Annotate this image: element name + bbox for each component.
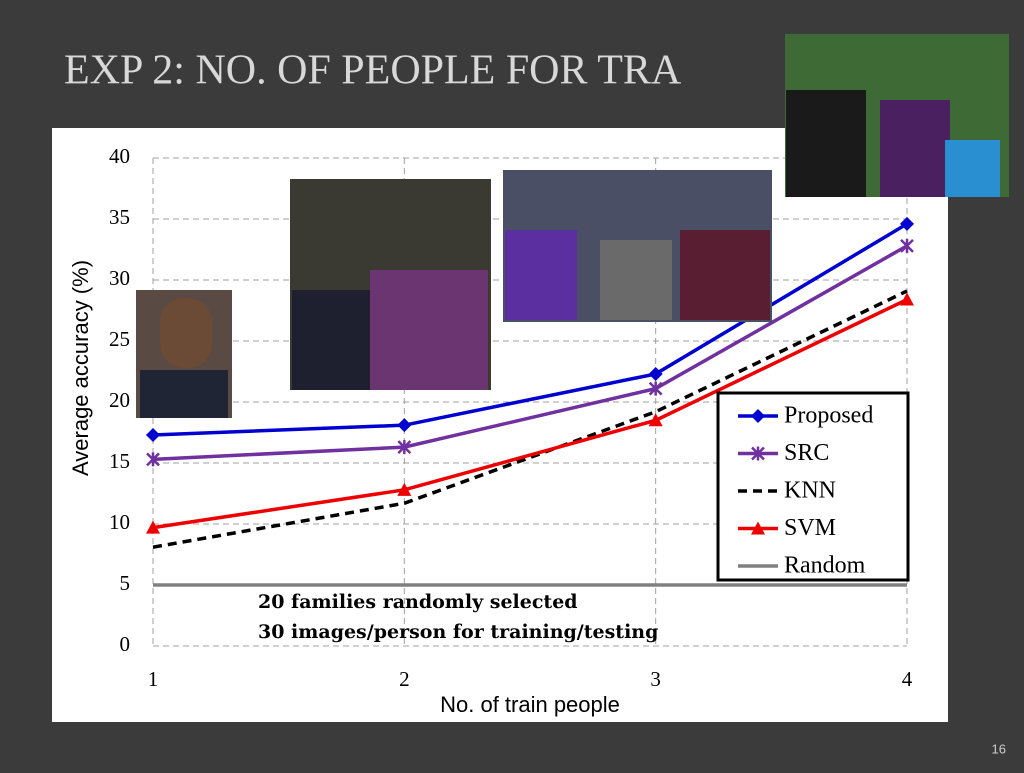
x-tick-label: 1 — [148, 667, 159, 691]
photo-detail — [945, 140, 1000, 197]
photo-detail — [786, 90, 866, 197]
y-tick-label: 0 — [120, 632, 131, 656]
y-tick-label: 10 — [109, 510, 130, 534]
plot: 0 5 10 15 20 25 30 35 40 1 2 3 4 No. of train people A… — [68, 144, 914, 717]
marker-diamond — [751, 409, 765, 423]
y-axis-label: Average accuracy (%) — [68, 260, 93, 476]
series-line — [152, 289, 908, 549]
marker-asterisk — [397, 440, 412, 455]
x-axis-label: No. of train people — [440, 692, 620, 717]
marker-triangle — [900, 292, 914, 306]
photo-detail — [880, 100, 950, 197]
y-tick-label: 5 — [120, 571, 131, 595]
y-tick-label: 30 — [109, 266, 130, 290]
page-number: 16 — [992, 741, 1006, 756]
slide-title: EXP 2: NO. OF PEOPLE FOR TRA — [64, 48, 682, 94]
legend-box — [716, 391, 910, 582]
y-tick-label: 25 — [109, 327, 130, 351]
marker-triangle — [146, 520, 160, 534]
marker-triangle — [648, 413, 663, 427]
legend-label: KNN — [784, 478, 836, 504]
photo-detail — [370, 270, 488, 390]
series-line — [152, 297, 908, 530]
legend-label: Proposed — [784, 403, 873, 429]
series-line — [152, 222, 908, 437]
annotation: 20 families randomly selected — [258, 591, 578, 613]
photo-detail — [505, 230, 577, 320]
y-tick-label: 20 — [109, 388, 130, 412]
y-tick-label: 15 — [109, 449, 130, 473]
legend-label: SVM — [784, 515, 836, 541]
marker-triangle — [751, 521, 765, 535]
photo-detail — [600, 240, 672, 320]
annotation: 30 images/person for training/testing — [258, 621, 658, 643]
legend-label: Random — [784, 553, 866, 579]
marker-asterisk — [146, 452, 160, 467]
marker-diamond — [900, 216, 914, 231]
marker-asterisk — [751, 446, 765, 461]
photo-detail — [292, 290, 382, 390]
series-line — [152, 244, 908, 462]
y-tick-label: 35 — [109, 205, 130, 229]
marker-asterisk — [648, 381, 663, 396]
x-tick-label: 2 — [399, 667, 410, 691]
marker-diamond — [648, 366, 663, 381]
marker-asterisk — [900, 238, 914, 253]
y-tick-label: 40 — [109, 144, 130, 168]
legend-label: SRC — [784, 440, 829, 466]
marker-diamond — [397, 418, 412, 433]
marker-triangle — [397, 482, 412, 496]
marker-diamond — [146, 427, 160, 442]
photo-detail — [160, 298, 212, 368]
x-tick-label: 4 — [902, 667, 913, 691]
photo-detail — [140, 370, 228, 418]
photo-detail — [680, 230, 770, 320]
x-tick-label: 3 — [650, 667, 661, 691]
